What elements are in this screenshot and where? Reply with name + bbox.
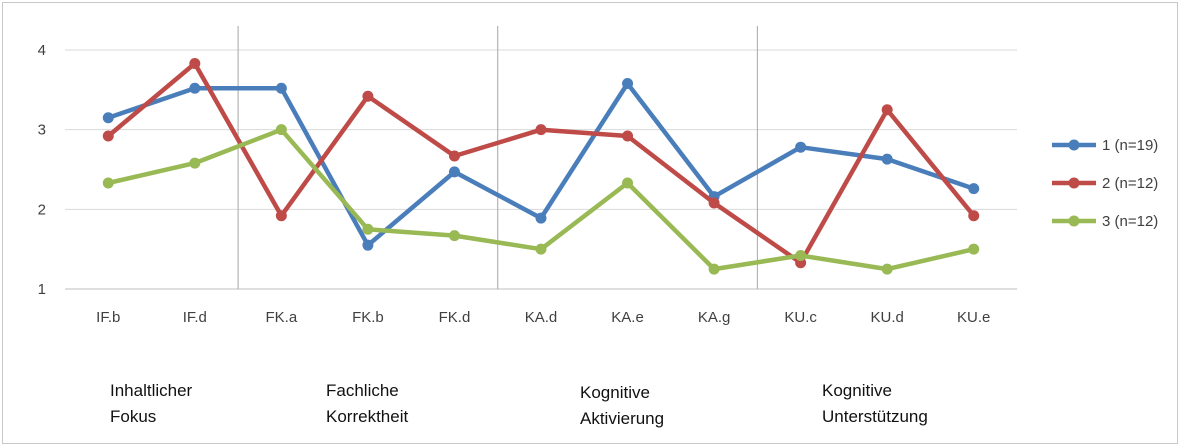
y-tick-label: 2 xyxy=(38,201,46,218)
data-point xyxy=(189,82,201,94)
x-tick-label: KA.d xyxy=(525,309,558,326)
data-point xyxy=(102,130,114,142)
data-point xyxy=(622,77,634,89)
group-label-kognitive-aktivierung: Kognitive Aktivierung xyxy=(580,380,664,432)
data-point xyxy=(448,230,460,242)
group-label-line2: Fokus xyxy=(110,407,157,426)
data-point xyxy=(535,243,547,255)
data-point xyxy=(275,82,287,94)
x-tick-label: FK.d xyxy=(439,309,471,326)
data-point xyxy=(448,150,460,162)
data-point xyxy=(102,112,114,124)
data-point xyxy=(968,243,980,255)
data-point xyxy=(708,263,720,275)
group-label-kognitive-unterstuetzung: Kognitive Unterstützung xyxy=(822,378,928,430)
data-point xyxy=(362,90,374,102)
data-point xyxy=(275,124,287,136)
data-point xyxy=(881,104,893,116)
x-tick-label: KA.g xyxy=(698,309,731,326)
data-point xyxy=(881,153,893,165)
x-tick-label: IF.b xyxy=(96,309,120,326)
data-point xyxy=(362,223,374,235)
data-point xyxy=(622,130,634,142)
legend-swatch-marker xyxy=(1068,215,1080,227)
legend-swatch-marker xyxy=(1068,177,1080,189)
group-label-line1: Fachliche xyxy=(326,381,399,400)
y-tick-label: 1 xyxy=(38,281,46,298)
group-label-line2: Aktivierung xyxy=(580,409,665,428)
data-point xyxy=(968,210,980,222)
group-label-line2: Korrektheit xyxy=(326,407,409,426)
x-tick-label: KA.e xyxy=(611,309,644,326)
data-point xyxy=(275,210,287,222)
group-label-fachliche-korrektheit: Fachliche Korrektheit xyxy=(326,378,408,430)
legend-label: 1 (n=19) xyxy=(1102,137,1158,154)
x-tick-label: IF.d xyxy=(183,309,207,326)
group-label-line1: Inhaltlicher xyxy=(110,381,193,400)
group-label-inhaltlicher-fokus: Inhaltlicher Fokus xyxy=(110,378,192,430)
x-tick-label: KU.e xyxy=(957,309,990,326)
data-point xyxy=(708,197,720,209)
legend-label: 3 (n=12) xyxy=(1102,213,1158,230)
data-point xyxy=(189,157,201,169)
data-point xyxy=(102,177,114,189)
x-tick-label: FK.a xyxy=(266,309,298,326)
data-point xyxy=(535,124,547,136)
data-point xyxy=(795,141,807,153)
legend-swatch-marker xyxy=(1068,139,1080,151)
data-point xyxy=(622,177,634,189)
x-tick-label: KU.d xyxy=(871,309,904,326)
data-point xyxy=(535,212,547,224)
data-point xyxy=(795,250,807,262)
group-label-line1: Kognitive xyxy=(822,381,892,400)
x-tick-label: FK.b xyxy=(352,309,384,326)
data-point xyxy=(448,166,460,178)
data-point xyxy=(968,183,980,195)
group-label-line2: Unterstützung xyxy=(822,407,928,426)
data-point xyxy=(189,58,201,70)
x-tick-label: KU.c xyxy=(784,309,817,326)
data-point xyxy=(881,263,893,275)
y-tick-label: 3 xyxy=(38,122,46,139)
y-tick-label: 4 xyxy=(38,42,46,59)
data-point xyxy=(362,239,374,251)
group-label-line1: Kognitive xyxy=(580,383,650,402)
legend-label: 2 (n=12) xyxy=(1102,175,1158,192)
